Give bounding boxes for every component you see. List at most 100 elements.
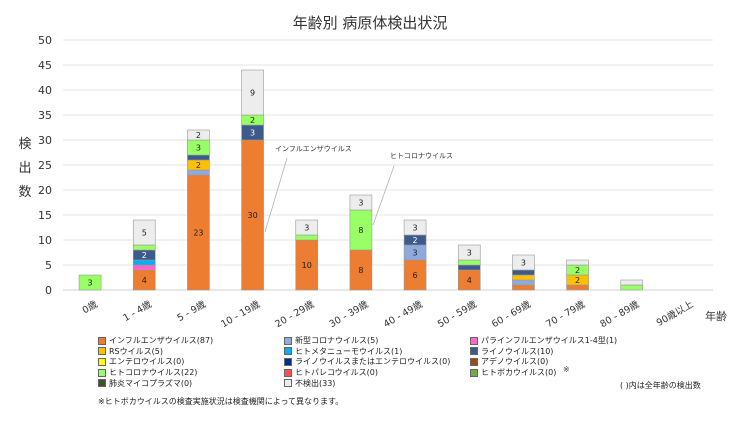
data-label: 4 (467, 276, 472, 285)
annotation-hcov: ヒトコロナウイルス (390, 152, 453, 160)
data-label: 3 (304, 224, 309, 233)
legend-swatch (284, 379, 292, 388)
legend-item: ライノウイルス(10) (470, 346, 553, 357)
data-label: 23 (193, 229, 203, 238)
legend-swatch (284, 347, 292, 356)
data-label: 9 (250, 89, 255, 98)
legend-item: ヒトメタニューモウイルス(1) (284, 346, 402, 357)
bar-segment (132, 219, 156, 246)
x-tick-label: 50 - 59歳 (435, 298, 479, 330)
data-label: 5 (142, 229, 147, 238)
bar-segment (566, 284, 589, 291)
y-axis-label: 数 (18, 185, 31, 200)
data-label: 3 (358, 199, 363, 208)
bar-segment (78, 274, 102, 291)
bar-segment (512, 279, 535, 286)
bar-segment (566, 259, 589, 266)
data-label: 3 (88, 279, 93, 288)
y-tick-label: 40 (38, 84, 52, 97)
x-axis-label: 年齢 (705, 309, 727, 323)
chart-title: 年齢別 病原体検出状況 (292, 14, 448, 32)
x-tick-label: 30 - 39歳 (327, 298, 371, 330)
x-tick-label: 5 - 9歳 (175, 298, 208, 324)
bar-segment (457, 244, 481, 261)
y-axis-label: 出 (18, 161, 31, 176)
bar-segment (187, 169, 210, 176)
legend-label: アデノウイルス(0) (481, 357, 549, 367)
data-label: 2 (575, 276, 580, 285)
legend-note-mark: ※ (563, 365, 570, 374)
data-label: 2 (250, 116, 255, 125)
legend-label: RSウイルス(5) (109, 346, 163, 356)
legend-item: インフルエンザウイルス(87) (98, 335, 213, 346)
y-tick-label: 45 (38, 59, 52, 72)
data-label: 6 (413, 271, 418, 280)
bar-segment (187, 154, 210, 161)
data-label: 2 (196, 131, 201, 140)
x-tick-label: 1 - 4歳 (121, 298, 154, 324)
y-tick-label: 15 (38, 209, 52, 222)
bar-segment (295, 234, 319, 241)
legend-swatch (98, 368, 106, 377)
bar-segment (132, 244, 156, 251)
bar-segment (512, 284, 535, 291)
legend-label: ライノウイルス(10) (481, 346, 554, 356)
legend-label: ヒトボカウイルス(0) (481, 368, 557, 378)
legend-swatch (284, 336, 292, 345)
bar-segment (512, 269, 535, 276)
legend-swatch (98, 336, 106, 345)
data-label: 3 (467, 249, 472, 258)
legend-label: ヒトコロナウイルス(22) (109, 368, 198, 378)
data-label: 8 (358, 266, 363, 275)
data-label: 3 (521, 259, 526, 268)
bar-segment (132, 259, 156, 266)
x-tick-label: 0歳 (80, 298, 100, 316)
y-tick-label: 35 (38, 109, 52, 122)
x-tick-label: 60 - 69歳 (490, 298, 534, 330)
y-tick-label: 20 (38, 184, 52, 197)
legend-label: エンテロウイルス(0) (109, 357, 185, 367)
legend-label: インフルエンザウイルス(87) (109, 336, 214, 345)
bar-segment (295, 219, 319, 236)
data-label: 10 (302, 261, 312, 270)
annotation-leader (264, 157, 288, 233)
bar-segment (132, 264, 156, 271)
legend-label: 肺炎マイコプラズマ(0) (109, 378, 193, 388)
data-label: 3 (196, 144, 201, 153)
y-tick-label: 0 (45, 284, 52, 297)
y-tick-label: 10 (38, 234, 52, 247)
total-note: ( )内は全年齢の検出数 (620, 381, 701, 390)
boca-note: ※ヒトボカウイルスの検査実施状況は検査機関によって異なります。 (98, 397, 344, 406)
legend-swatch (98, 379, 106, 388)
bar-segment (187, 129, 210, 141)
legend-item: パラインフルエンザウイルス1-4型(1) (470, 335, 617, 346)
bar-segment (457, 259, 481, 266)
legend-label: ライノウイルスまたはエンテロウイルス(0) (295, 357, 451, 367)
y-tick-label: 30 (38, 134, 52, 147)
legend-item: ライノウイルスまたはエンテロウイルス(0) (284, 356, 450, 367)
legend-swatch (284, 368, 292, 377)
legend-item: 新型コロナウイルス(5) (284, 335, 378, 346)
legend-swatch (284, 357, 292, 366)
annotation-influenza: インフルエンザウイルス (275, 145, 352, 153)
data-label: 3 (413, 224, 418, 233)
annotation-leader (372, 165, 395, 226)
data-label: 3 (413, 249, 418, 258)
legend-swatch (470, 368, 478, 377)
legend-label: ヒトパレコウイルス(0) (295, 368, 379, 378)
legend-item: ヒトパレコウイルス(0) (284, 367, 378, 378)
bar-segment (620, 284, 644, 291)
bar-segment (403, 219, 427, 236)
legend-item: アデノウイルス(0) (470, 356, 548, 367)
legend-swatch (470, 347, 478, 356)
legend-label: 不検出(33) (295, 378, 336, 388)
bar-segment (512, 274, 535, 281)
data-label: 4 (142, 276, 147, 285)
bar-segment (457, 264, 481, 271)
data-label: 2 (142, 251, 147, 260)
bar-segment (349, 194, 373, 211)
x-tick-label: 10 - 19歳 (219, 298, 263, 330)
legend-swatch (98, 357, 106, 366)
